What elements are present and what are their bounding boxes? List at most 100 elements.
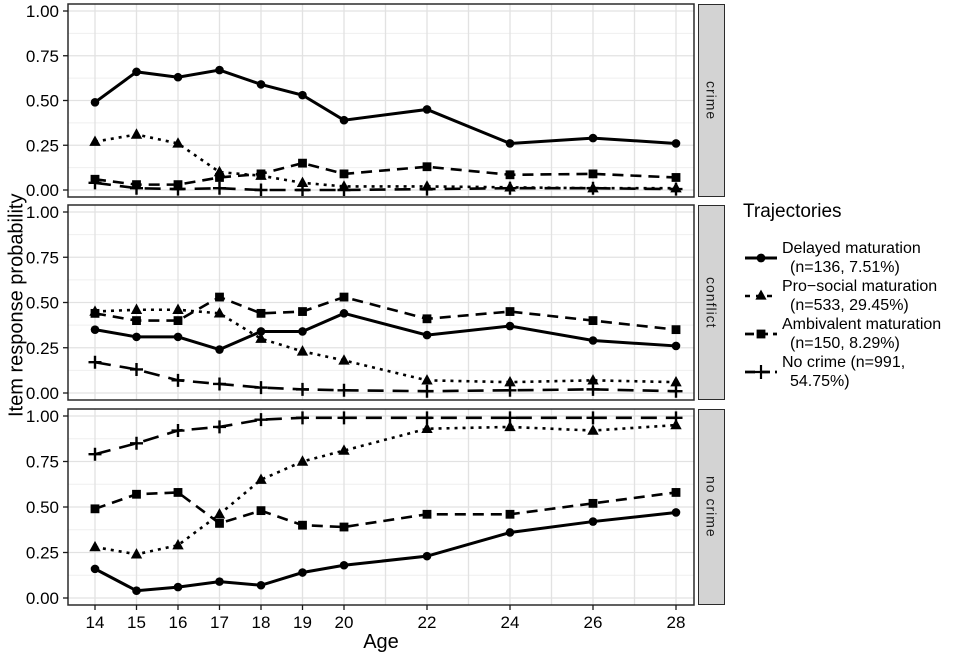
- circle-marker: [90, 97, 100, 107]
- plus-marker: [171, 424, 185, 438]
- x-axis: 14 15 16 17 18 19 20 22 24 26 28: [86, 605, 685, 632]
- triangle-marker: [670, 182, 682, 193]
- plus-marker: [586, 411, 600, 425]
- legend-title: Trajectories: [743, 201, 842, 222]
- square-marker: [132, 316, 141, 325]
- triangle-marker: [213, 165, 226, 177]
- square-marker: [671, 173, 681, 182]
- square-marker: [298, 520, 307, 530]
- legend-key-longdash-plus-icon: [745, 365, 777, 379]
- circle-marker: [173, 332, 183, 342]
- legend-label-line2: (n=150, 8.29%): [790, 335, 900, 352]
- plus-marker: [296, 411, 309, 425]
- square-marker: [588, 498, 598, 508]
- x-tick-label: 22: [418, 613, 437, 632]
- triangle-marker: [89, 135, 101, 146]
- triangle-marker: [338, 444, 350, 455]
- triangle-marker: [130, 303, 143, 314]
- square-marker: [173, 316, 183, 325]
- plus-marker: [337, 411, 351, 425]
- square-marker: [505, 509, 515, 519]
- square-marker: [173, 180, 183, 190]
- square-marker: [90, 174, 100, 184]
- square-marker: [422, 509, 432, 519]
- triangle-marker: [296, 455, 309, 466]
- triangle-marker: [504, 181, 516, 192]
- y-tick-label: 0.75: [26, 453, 59, 472]
- circle-marker: [422, 105, 432, 114]
- plus-marker: [130, 362, 143, 376]
- x-axis-title: Age: [363, 631, 399, 653]
- square-marker: [256, 308, 266, 318]
- triangle-marker: [172, 539, 184, 550]
- circle-marker: [298, 90, 307, 100]
- square-marker: [256, 506, 266, 516]
- square-marker: [339, 169, 349, 179]
- y-tick-label: 0.50: [26, 92, 59, 111]
- series-delayed-maturation: [90, 508, 681, 596]
- triangle-marker: [89, 540, 101, 552]
- circle-marker: [339, 115, 349, 125]
- plus-marker: [254, 381, 268, 395]
- square-marker: [132, 180, 141, 190]
- plus-marker: [420, 411, 434, 425]
- y-tick-label: 0.00: [26, 589, 59, 608]
- square-marker: [505, 170, 515, 180]
- x-tick-label: 26: [584, 613, 603, 632]
- panel-conflict: 0.00 0.25 0.50 0.75 1.00: [26, 203, 695, 403]
- triangle-marker: [213, 307, 226, 318]
- square-marker: [339, 292, 349, 302]
- plus-marker: [254, 413, 268, 427]
- facet-strip-crime: crime: [698, 4, 725, 197]
- triangle-marker: [255, 473, 267, 484]
- circle-marker: [588, 336, 598, 345]
- facet-strip-conflict: conflict: [698, 205, 725, 400]
- x-tick-label: 24: [501, 613, 520, 632]
- triangle-marker: [587, 182, 599, 193]
- triangle-marker: [587, 374, 599, 385]
- circle-marker: [422, 330, 432, 340]
- legend-label: Pro−social maturation (n=533, 29.45%): [782, 277, 937, 315]
- facet-strip-no-crime: no crime: [698, 409, 725, 605]
- square-marker: [215, 518, 224, 528]
- circle-marker: [256, 327, 266, 336]
- series-no-crime: [88, 411, 683, 461]
- square-marker: [215, 173, 224, 182]
- legend-label-line2: 54.75%): [790, 373, 850, 390]
- legend-label-line2: (n=136, 7.51%): [790, 259, 900, 276]
- series-pro-social-maturation: [89, 418, 682, 559]
- plus-marker: [296, 382, 309, 396]
- x-tick-label: 15: [127, 613, 146, 632]
- circle-marker: [215, 345, 224, 354]
- y-tick-label: 0.50: [26, 498, 59, 517]
- circle-marker: [298, 568, 307, 577]
- triangle-marker: [172, 137, 184, 148]
- square-marker: [671, 488, 681, 497]
- x-tick-label: 14: [86, 613, 105, 632]
- triangle-marker: [338, 180, 350, 191]
- y-tick-label: 0.25: [26, 136, 59, 155]
- series-delayed-maturation: [90, 65, 681, 148]
- plus-marker: [213, 420, 226, 434]
- square-marker: [173, 488, 183, 497]
- legend-label: Delayed maturation (n=136, 7.51%): [782, 239, 921, 277]
- legend-label-line1: Ambivalent maturation: [782, 316, 942, 333]
- plus-marker: [130, 436, 143, 450]
- plus-marker: [88, 355, 102, 369]
- plus-marker: [213, 377, 226, 391]
- y-tick-label: 1.00: [26, 407, 59, 426]
- circle-marker: [173, 72, 183, 82]
- facet-strip-label: no crime: [703, 476, 720, 538]
- triangle-marker: [338, 354, 350, 365]
- y-tick-label: 0.75: [26, 47, 59, 66]
- triangle-marker: [504, 420, 516, 432]
- plus-marker: [420, 384, 434, 398]
- circle-marker: [505, 139, 515, 148]
- legend-entry-delayed-maturation: Delayed maturation (n=136, 7.51%): [743, 239, 980, 277]
- plus-marker: [171, 373, 185, 387]
- square-marker: [671, 325, 681, 335]
- square-marker: [588, 316, 598, 325]
- square-marker: [588, 169, 598, 179]
- facet-strip-label: crime: [703, 80, 720, 121]
- square-marker: [505, 307, 515, 316]
